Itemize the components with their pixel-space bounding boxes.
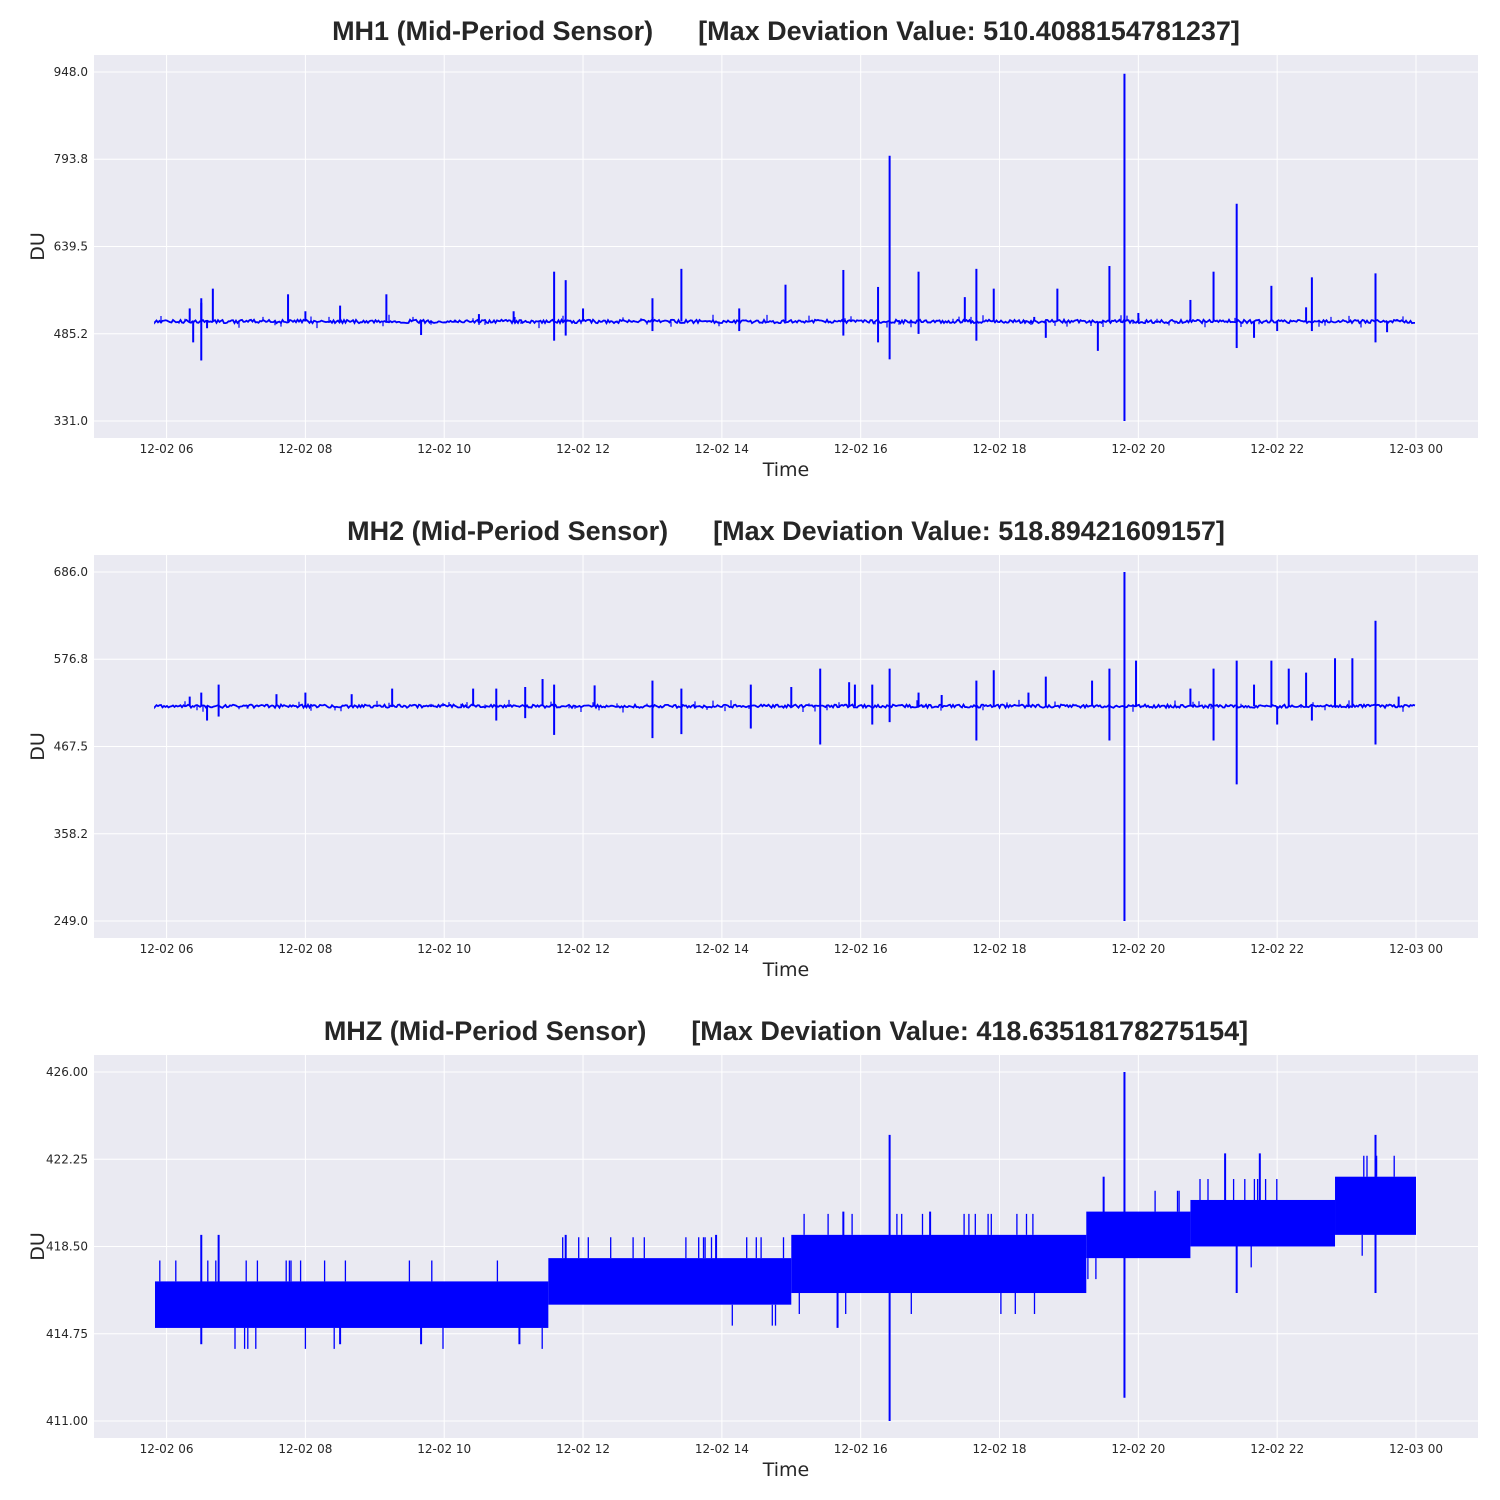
y-tick-label: 467.5 — [54, 740, 88, 754]
x-tick-label: 12-02 18 — [973, 1442, 1027, 1456]
y-tick-label: 485.2 — [54, 327, 88, 341]
x-tick-label: 12-02 10 — [417, 942, 471, 956]
chart-title: MH1 (Mid-Period Sensor) [Max Deviation V… — [332, 16, 1240, 46]
x-tick-label: 12-02 06 — [140, 442, 194, 456]
x-tick-label: 12-02 10 — [417, 442, 471, 456]
x-tick-label: 12-02 12 — [556, 442, 610, 456]
noise-excursion — [1361, 1155, 1395, 1256]
x-tick-label: 12-02 12 — [556, 942, 610, 956]
x-tick-label: 12-02 08 — [278, 442, 332, 456]
x-tick-label: 12-02 16 — [834, 942, 888, 956]
noise-band — [1086, 1211, 1191, 1259]
x-tick-label: 12-02 18 — [973, 442, 1027, 456]
noise-excursion — [798, 1213, 1036, 1314]
x-tick-label: 12-02 14 — [695, 1442, 749, 1456]
y-tick-label: 411.00 — [46, 1414, 88, 1428]
x-tick-label: 12-03 00 — [1389, 1442, 1443, 1456]
y-axis-label: DU — [27, 1232, 49, 1261]
y-tick-label: 576.8 — [54, 652, 88, 666]
y-tick-label: 249.0 — [54, 914, 88, 928]
x-tick-label: 12-02 06 — [140, 942, 194, 956]
y-tick-label: 418.50 — [46, 1240, 88, 1254]
x-tick-label: 12-02 14 — [695, 942, 749, 956]
x-tick-label: 12-02 22 — [1250, 1442, 1304, 1456]
x-tick-label: 12-02 18 — [973, 942, 1027, 956]
x-tick-label: 12-02 06 — [140, 1442, 194, 1456]
x-tick-label: 12-02 16 — [834, 442, 888, 456]
y-tick-label: 639.5 — [54, 240, 88, 254]
y-tick-label: 331.0 — [54, 414, 88, 428]
x-tick-label: 12-02 14 — [695, 442, 749, 456]
x-axis-label: Time — [762, 1459, 810, 1481]
noise-band — [548, 1258, 792, 1305]
chart-title: MH2 (Mid-Period Sensor) [Max Deviation V… — [347, 516, 1225, 546]
chart-panel-mh2: MH2 (Mid-Period Sensor) [Max Deviation V… — [0, 500, 1500, 1000]
chart-mh1-svg: MH1 (Mid-Period Sensor) [Max Deviation V… — [27, 16, 1478, 481]
chart-panel-mh1: MH1 (Mid-Period Sensor) [Max Deviation V… — [0, 0, 1500, 500]
baseline-trace — [154, 702, 1416, 710]
y-tick-label: 793.8 — [54, 152, 88, 166]
series-line — [154, 572, 1416, 921]
y-tick-label: 358.2 — [54, 827, 88, 841]
y-axis-label: DU — [27, 232, 49, 261]
noise-excursion — [562, 1237, 785, 1326]
noise-excursion — [1199, 1179, 1278, 1268]
chart-title: MHZ (Mid-Period Sensor) [Max Deviation V… — [324, 1016, 1248, 1046]
x-tick-label: 12-02 16 — [834, 1442, 888, 1456]
x-tick-label: 12-02 22 — [1250, 942, 1304, 956]
y-tick-label: 422.25 — [46, 1152, 88, 1166]
y-tick-label: 414.75 — [46, 1327, 88, 1341]
x-tick-label: 12-03 00 — [1389, 942, 1443, 956]
x-tick-label: 12-02 22 — [1250, 442, 1304, 456]
y-tick-label: 948.0 — [54, 65, 88, 79]
x-tick-label: 12-02 20 — [1111, 442, 1165, 456]
x-tick-label: 12-02 20 — [1111, 942, 1165, 956]
chart-panel-mhz: MHZ (Mid-Period Sensor) [Max Deviation V… — [0, 1000, 1500, 1500]
x-tick-label: 12-02 12 — [556, 1442, 610, 1456]
y-tick-label: 426.00 — [46, 1065, 88, 1079]
y-tick-label: 686.0 — [54, 565, 88, 579]
chart-mh2-svg: MH2 (Mid-Period Sensor) [Max Deviation V… — [27, 516, 1478, 981]
x-tick-label: 12-03 00 — [1389, 442, 1443, 456]
y-axis-label: DU — [27, 732, 49, 761]
noise-band — [791, 1234, 1087, 1294]
x-tick-label: 12-02 08 — [278, 1442, 332, 1456]
baseline-trace — [154, 317, 1415, 325]
x-axis-label: Time — [762, 959, 810, 981]
baseline-wiggle — [160, 314, 1404, 329]
noise-band — [1190, 1199, 1336, 1247]
series-line — [154, 73, 1415, 421]
x-tick-label: 12-02 10 — [417, 1442, 471, 1456]
chart-mhz-svg: MHZ (Mid-Period Sensor) [Max Deviation V… — [27, 1016, 1478, 1481]
noise-excursion — [159, 1260, 543, 1349]
x-tick-label: 12-02 20 — [1111, 1442, 1165, 1456]
series-line — [155, 1072, 1416, 1421]
noise-band — [155, 1281, 549, 1328]
x-axis-label: Time — [762, 459, 810, 481]
x-tick-label: 12-02 08 — [278, 942, 332, 956]
